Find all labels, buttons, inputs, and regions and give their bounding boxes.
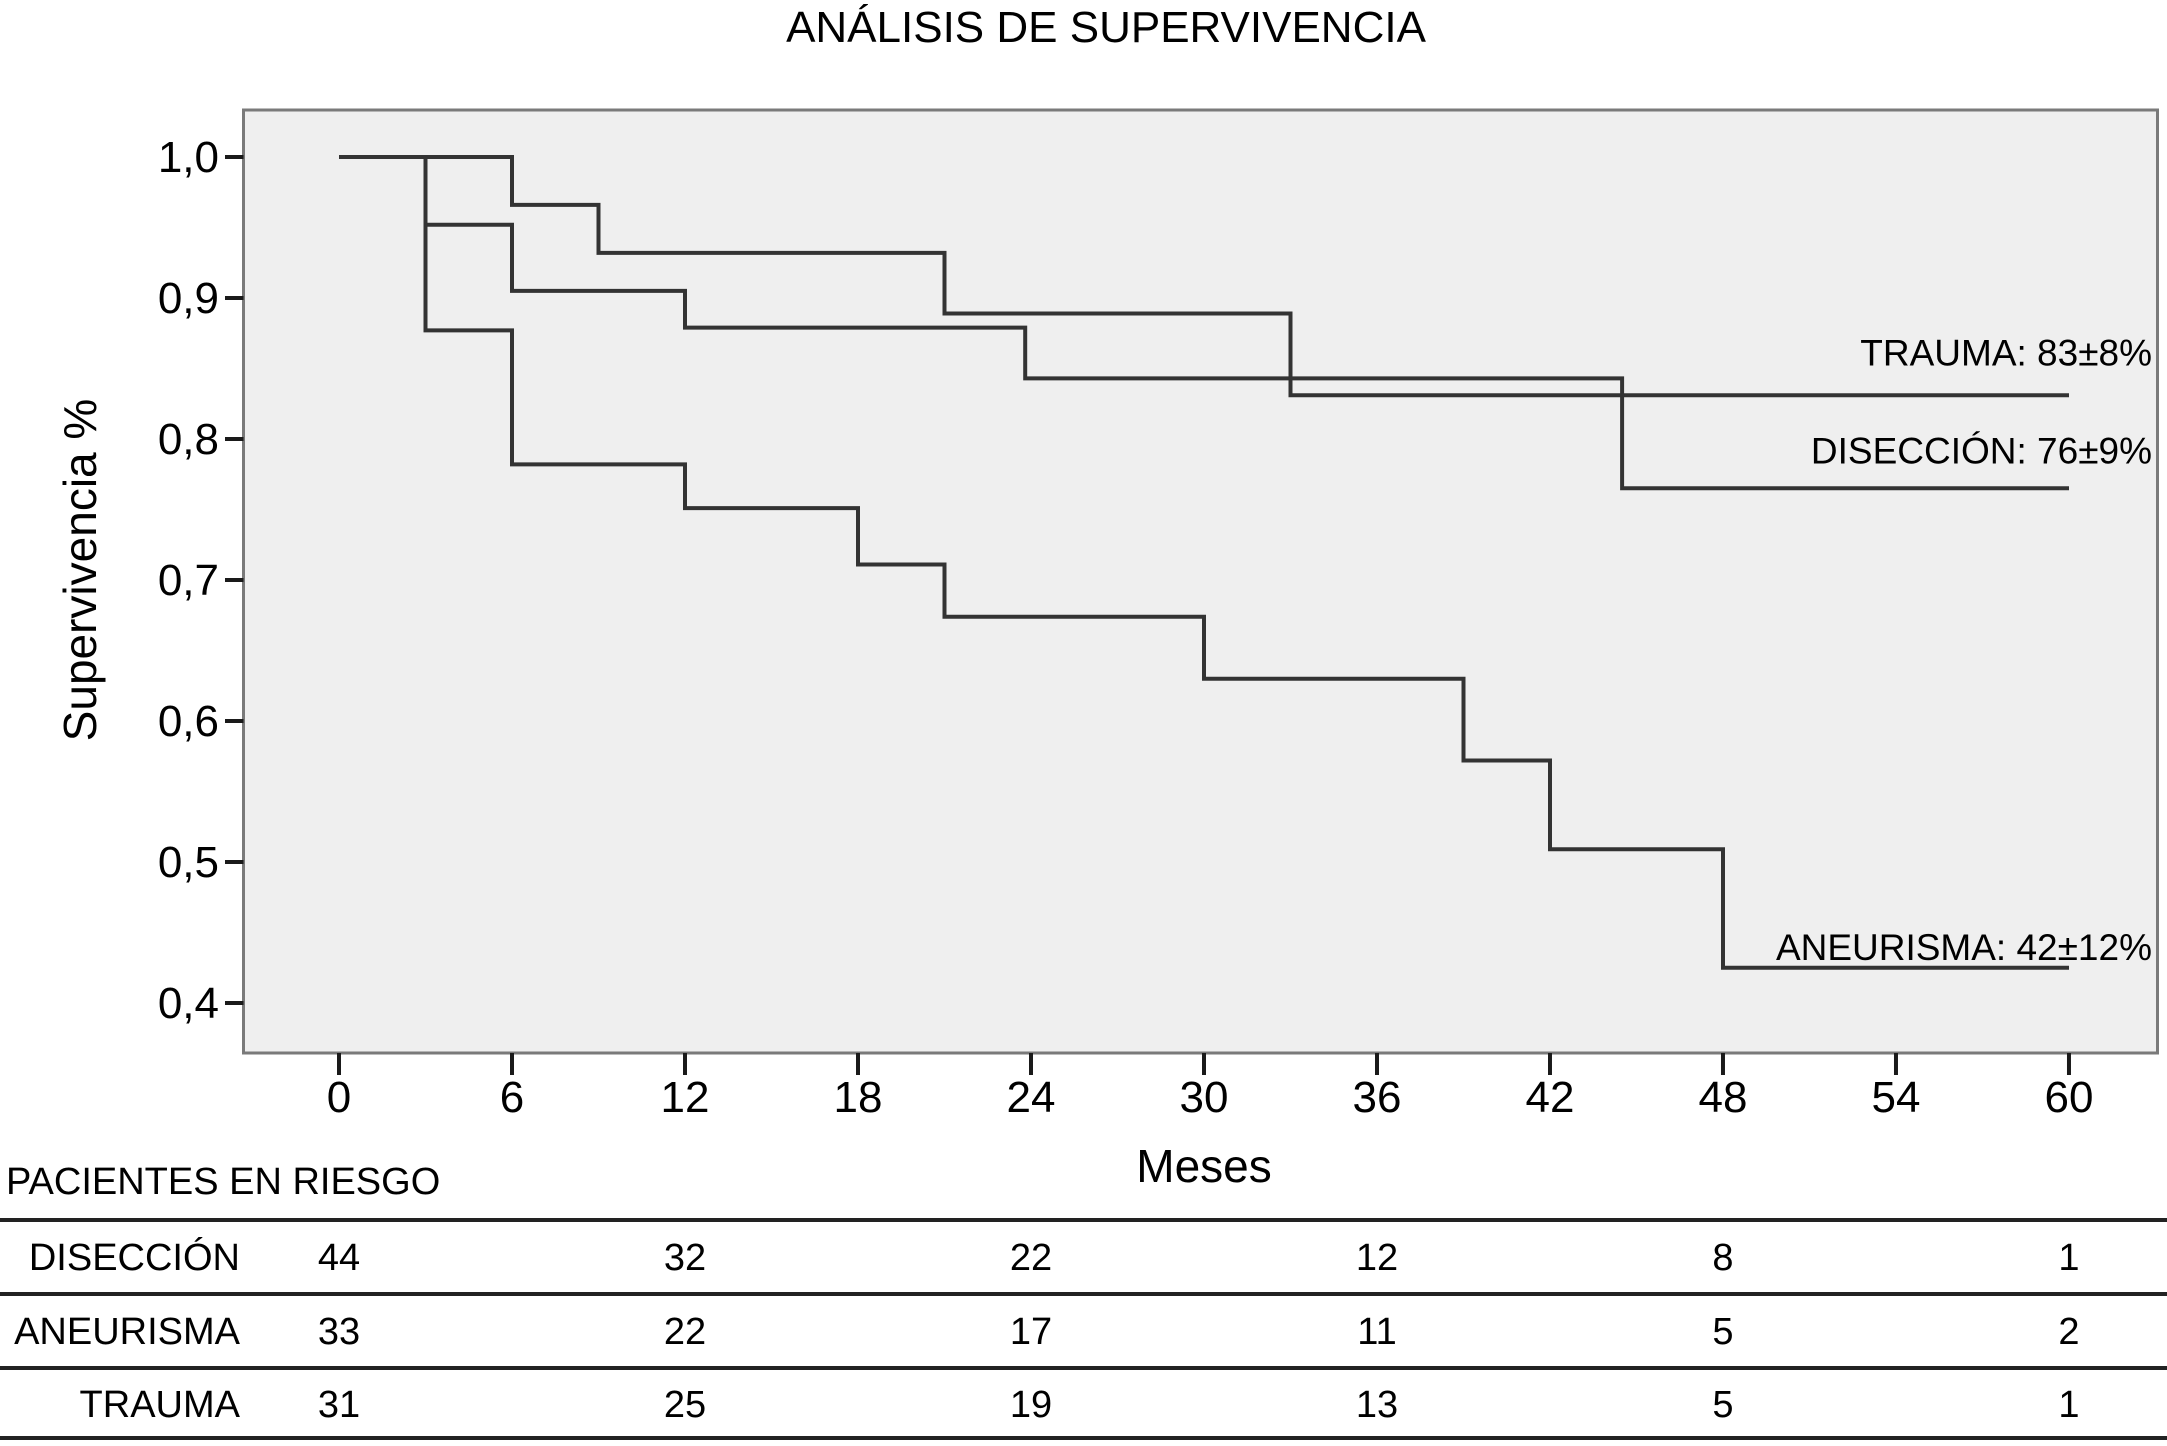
risk-count-cell: 1 <box>2058 1384 2079 1426</box>
x-tick-label: 60 <box>2045 1073 2094 1122</box>
x-tick-label: 24 <box>1007 1073 1056 1122</box>
risk-count-cell: 44 <box>318 1237 360 1279</box>
risk-count-cell: 11 <box>1357 1311 1396 1353</box>
risk-count-cell: 22 <box>664 1311 706 1353</box>
x-tick-label: 54 <box>1872 1073 1921 1122</box>
x-tick-label: 12 <box>661 1073 710 1122</box>
y-tick-label: 1,0 <box>158 133 219 182</box>
risk-row-label-disecci-n: DISECCIÓN <box>29 1236 240 1279</box>
y-tick-label: 0,8 <box>158 415 219 464</box>
risk-count-cell: 5 <box>1712 1384 1733 1426</box>
risk-count-cell: 5 <box>1712 1311 1733 1353</box>
survival-curve-aneurisma <box>339 155 2069 970</box>
risk-count-cell: 19 <box>1010 1384 1052 1426</box>
x-tick-label: 36 <box>1353 1073 1402 1122</box>
survival-curve-trauma <box>339 155 2069 398</box>
x-tick-label: 48 <box>1699 1073 1748 1122</box>
risk-count-cell: 12 <box>1356 1237 1398 1279</box>
risk-count-cell: 13 <box>1356 1384 1398 1426</box>
risk-count-cell: 33 <box>318 1311 360 1353</box>
risk-count-cell: 2 <box>2058 1311 2079 1353</box>
risk-count-cell: 25 <box>664 1384 706 1426</box>
y-tick-label: 0,9 <box>158 274 219 323</box>
x-tick-label: 30 <box>1180 1073 1229 1122</box>
x-axis: 0 6 12 18 24 30 36 42 48 54 60 <box>327 1053 2094 1122</box>
survival-curves <box>339 155 2069 970</box>
y-tick-label: 0,6 <box>158 697 219 746</box>
y-tick-label: 0,4 <box>158 979 219 1028</box>
patients-at-risk-table: DISECCIÓN 44 32 22 12 8 1 ANEURISMA 33 22 17 11 5 2 TR… <box>0 1218 2167 1440</box>
x-tick-label: 18 <box>834 1073 883 1122</box>
risk-count-cell: 1 <box>2058 1237 2079 1279</box>
curve-annotations: TRAUMA: 83±8% DISECCIÓN: 76±9% ANEURISMA: … <box>1776 332 2152 967</box>
curve-label-aneurisma: ANEURISMA: 42±12% <box>1776 927 2152 968</box>
y-axis: 1,0 0,9 0,8 0,7 0,6 0,5 0,4 <box>158 133 244 1028</box>
risk-count-cell: 8 <box>1712 1237 1733 1279</box>
y-tick-label: 0,7 <box>158 556 219 605</box>
plot-area <box>242 108 2159 1055</box>
x-axis-title: Meses <box>1136 1140 1271 1192</box>
x-tick-label: 42 <box>1526 1073 1575 1122</box>
risk-count-cell: 32 <box>664 1237 706 1279</box>
chart-title: ANÁLISIS DE SUPERVIVENCIA <box>786 3 1427 52</box>
curve-label-trauma: TRAUMA: 83±8% <box>1860 332 2152 373</box>
risk-count-cell: 22 <box>1010 1237 1052 1279</box>
curve-label-disecci-n: DISECCIÓN: 76±9% <box>1811 430 2152 471</box>
risk-count-cell: 17 <box>1010 1311 1052 1353</box>
risk-row-label-aneurisma: ANEURISMA <box>14 1311 241 1353</box>
risk-count-cell: 31 <box>318 1384 360 1426</box>
x-tick-label: 0 <box>327 1073 351 1122</box>
x-tick-label: 6 <box>500 1073 524 1122</box>
y-tick-label: 0,5 <box>158 838 219 887</box>
y-axis-title: Supervivencia % <box>54 399 106 742</box>
risk-table-header: PACIENTES EN RIESGO <box>6 1161 440 1203</box>
risk-row-label-trauma: TRAUMA <box>80 1384 241 1426</box>
